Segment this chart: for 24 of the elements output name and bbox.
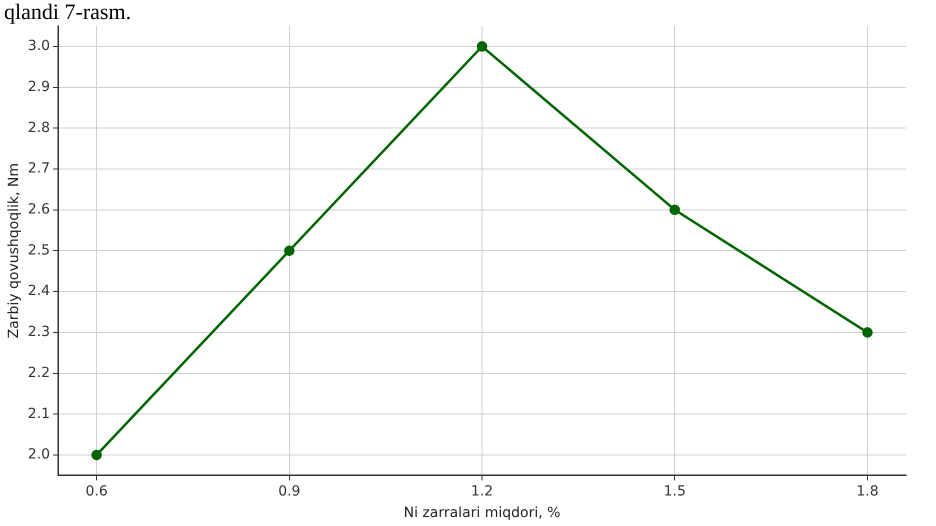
y-tick-label: 2.1 [28,406,50,422]
x-tick-label: 0.9 [278,483,300,500]
x-axis-title: Ni zarralari miqdori, % [404,505,560,522]
point [862,327,873,338]
x-tick-label: 1.8 [856,483,879,500]
y-axis-title: Zarbiy qovushqoqlik, Nm [6,162,22,338]
point [284,245,295,256]
point [91,450,102,460]
y-tick-label: 2.7 [28,160,50,177]
y-tick-label: 2.0 [28,446,50,463]
x-tick-label: 1.5 [664,483,686,500]
y-tick-label: 2.2 [28,364,50,381]
y-tick-label: 3.0 [28,38,50,54]
y-tick-label: 2.5 [28,242,50,258]
point [669,204,680,216]
y-tick-label: 2.8 [28,120,50,136]
y-tick-label: 2.9 [28,78,50,95]
x-tick-label: 1.2 [470,483,494,500]
y-tick-label: 2.3 [28,324,50,340]
x-tick-label: 0.6 [85,483,108,500]
point [476,41,488,52]
y-tick-label: 2.4 [28,283,50,300]
y-tick-label: 2.6 [28,201,50,218]
text: qlandi 7-rasm. [4,0,132,24]
